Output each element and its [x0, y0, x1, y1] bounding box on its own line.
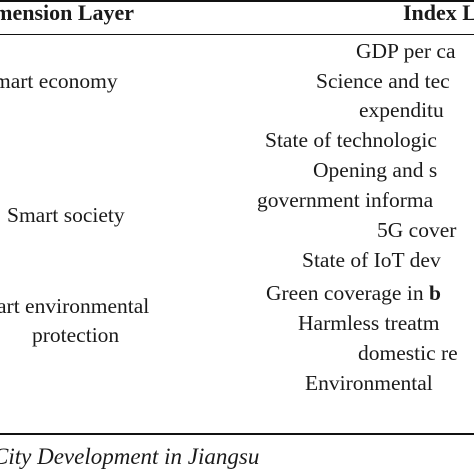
index-item: Environmental	[305, 371, 433, 395]
index-item-tail: b	[428, 281, 441, 305]
index-item: State of IoT dev	[302, 248, 441, 272]
index-item: 5G cover	[377, 218, 457, 242]
table-caption: City Development in Jiangsu	[0, 444, 260, 469]
dimension-smart-economy: mart economy	[0, 69, 118, 93]
dimension-smart-env-line1: art environmental	[0, 294, 150, 318]
index-item: domestic re	[358, 341, 458, 365]
index-item: Green coverage in b	[266, 280, 441, 306]
index-item: GDP per ca	[356, 39, 456, 63]
index-item-text: Green coverage in	[266, 281, 424, 305]
header-rule	[0, 34, 474, 35]
dimension-smart-env-line2: protection	[32, 323, 120, 347]
index-item: Opening and s	[313, 158, 438, 182]
header-index-layer: Index La	[403, 0, 474, 25]
index-item: expenditu	[359, 98, 444, 122]
bottom-rule	[0, 433, 474, 435]
index-item: government informa	[257, 188, 434, 212]
index-item: Science and tec	[316, 69, 450, 93]
dimension-smart-society: Smart society	[7, 203, 125, 227]
index-item: Harmless treatm	[298, 311, 440, 335]
header-dimension-layer: imension Layer	[0, 0, 135, 25]
top-rule	[0, 0, 474, 2]
index-item: State of technologic	[265, 128, 437, 152]
